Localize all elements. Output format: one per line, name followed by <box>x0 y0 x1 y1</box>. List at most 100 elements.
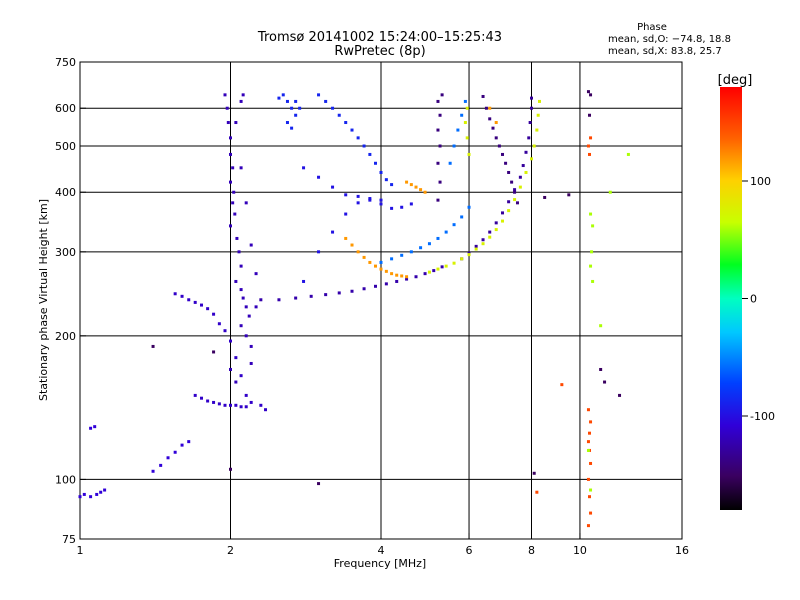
data-point <box>368 260 372 264</box>
x-tick-label: 2 <box>227 544 234 557</box>
data-point <box>501 219 505 223</box>
data-point <box>423 272 427 276</box>
data-point <box>567 193 571 197</box>
x-tick-label: 6 <box>466 544 473 557</box>
x-tick-label: 10 <box>573 544 587 557</box>
data-point <box>82 492 86 496</box>
data-point <box>331 106 335 110</box>
data-point <box>591 224 595 228</box>
y-axis-label: Stationary phase Virtual Height [km] <box>37 199 50 401</box>
data-point <box>513 198 517 202</box>
data-point <box>474 244 478 248</box>
data-point <box>356 250 360 254</box>
data-point <box>241 296 245 300</box>
data-point <box>374 161 378 165</box>
data-point <box>234 121 238 125</box>
data-point <box>249 361 253 365</box>
data-point <box>395 273 399 277</box>
data-point <box>244 405 248 409</box>
data-point <box>436 267 440 271</box>
data-point <box>244 334 248 338</box>
data-point <box>560 383 564 387</box>
data-point <box>494 221 498 225</box>
data-point <box>586 144 590 148</box>
data-point <box>543 195 547 199</box>
data-point <box>244 201 248 205</box>
data-point <box>440 265 444 269</box>
data-point <box>223 329 227 333</box>
data-point <box>324 99 328 103</box>
data-point <box>507 170 511 174</box>
data-point <box>390 272 394 276</box>
data-point <box>239 324 243 328</box>
data-point <box>494 121 498 125</box>
data-point <box>249 243 253 247</box>
data-point <box>302 166 306 170</box>
data-point <box>491 126 495 130</box>
data-point <box>234 380 238 384</box>
data-point <box>229 367 232 371</box>
x-tick-label: 1 <box>77 544 84 557</box>
data-point <box>510 180 514 184</box>
data-point <box>460 113 464 117</box>
data-point <box>193 393 197 397</box>
data-point <box>507 209 511 213</box>
data-point <box>379 198 383 202</box>
x-tick-label: 4 <box>378 544 385 557</box>
colorbar-label: [deg] <box>718 73 753 88</box>
data-point <box>187 440 191 444</box>
data-point <box>419 188 423 192</box>
data-point <box>419 246 423 250</box>
colorbar-ticks: 100 0 -100 <box>742 175 775 423</box>
data-point <box>337 291 341 295</box>
data-point <box>193 300 197 304</box>
data-point <box>324 293 328 297</box>
data-point <box>488 235 492 239</box>
data-point <box>89 426 93 430</box>
data-point <box>452 144 456 148</box>
data-point <box>513 190 517 194</box>
data-point <box>225 106 229 110</box>
data-point <box>589 511 593 515</box>
y-tick-label: 600 <box>55 102 76 115</box>
data-point <box>530 96 533 100</box>
data-point <box>231 201 235 205</box>
y-tick-label: 300 <box>55 246 76 259</box>
data-point <box>277 96 281 100</box>
data-point <box>465 136 469 140</box>
data-point <box>229 339 232 343</box>
data-point <box>99 490 103 494</box>
data-point <box>409 183 413 187</box>
data-point <box>463 99 467 103</box>
data-point <box>484 106 488 110</box>
data-point <box>344 193 348 197</box>
data-point <box>294 99 298 103</box>
data-point <box>379 170 383 174</box>
data-point <box>206 399 210 403</box>
data-point <box>234 356 238 360</box>
data-point <box>494 228 498 232</box>
data-point <box>356 201 360 205</box>
data-point <box>231 166 235 170</box>
data-point <box>436 128 440 132</box>
data-point <box>368 152 372 156</box>
data-point <box>390 183 394 187</box>
data-point <box>151 469 155 473</box>
y-tick-label: 100 <box>55 473 76 486</box>
data-point <box>350 243 354 247</box>
data-point <box>235 236 239 240</box>
data-point <box>524 150 528 154</box>
data-point <box>530 106 533 110</box>
data-point <box>465 106 469 110</box>
y-tick-label: 75 <box>62 533 76 546</box>
data-point <box>374 264 378 268</box>
data-point <box>409 250 413 254</box>
data-point <box>344 236 348 240</box>
data-point <box>588 113 592 117</box>
data-point <box>481 242 485 246</box>
data-point <box>527 136 531 140</box>
data-point <box>294 113 298 117</box>
data-point <box>438 180 442 184</box>
data-point <box>436 161 440 165</box>
data-point <box>474 247 478 251</box>
